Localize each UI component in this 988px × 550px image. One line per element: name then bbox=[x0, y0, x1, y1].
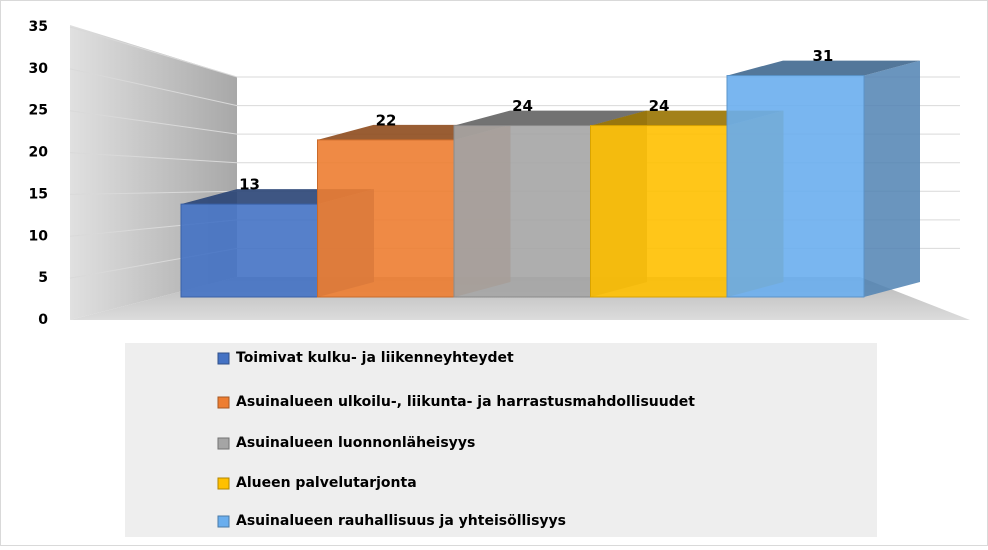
legend-label: Asuinalueen rauhallisuus ja yhteisöllisy… bbox=[236, 513, 566, 529]
legend-swatch bbox=[217, 352, 230, 365]
legend-label: Asuinalueen ulkoilu-, liikunta- ja harra… bbox=[236, 394, 695, 410]
y-tick-label: 0 bbox=[38, 312, 48, 328]
bar bbox=[317, 139, 455, 298]
legend-box bbox=[125, 343, 877, 537]
bar bbox=[453, 125, 592, 298]
value-label: 31 bbox=[812, 47, 833, 65]
legend-label: Toimivat kulku- ja liikenneyhteydet bbox=[236, 350, 514, 366]
legend-swatch bbox=[217, 437, 230, 450]
bar-top bbox=[727, 60, 920, 76]
value-label: 13 bbox=[239, 176, 260, 194]
value-label: 24 bbox=[512, 97, 533, 115]
value-label: 22 bbox=[376, 111, 397, 129]
legend-label: Asuinalueen luonnonläheisyys bbox=[236, 435, 475, 451]
grid-line bbox=[69, 68, 960, 107]
y-tick-label: 30 bbox=[29, 61, 49, 77]
y-tick-label: 25 bbox=[29, 103, 48, 119]
legend-swatch bbox=[217, 477, 230, 490]
bar bbox=[590, 125, 728, 298]
value-label: 24 bbox=[649, 97, 670, 115]
legend-swatch bbox=[217, 396, 230, 409]
legend-swatch bbox=[217, 515, 230, 528]
y-tick-label: 10 bbox=[29, 228, 49, 244]
y-tick-label: 35 bbox=[29, 19, 48, 35]
y-tick-label: 20 bbox=[29, 145, 49, 161]
bar bbox=[726, 75, 865, 298]
grid-line bbox=[69, 26, 960, 78]
y-tick-label: 5 bbox=[38, 270, 48, 286]
bar-side bbox=[864, 60, 920, 298]
bar bbox=[180, 203, 319, 298]
legend-label: Alueen palvelutarjonta bbox=[236, 475, 417, 491]
y-tick-label: 15 bbox=[29, 186, 48, 202]
bar-top bbox=[454, 110, 647, 126]
